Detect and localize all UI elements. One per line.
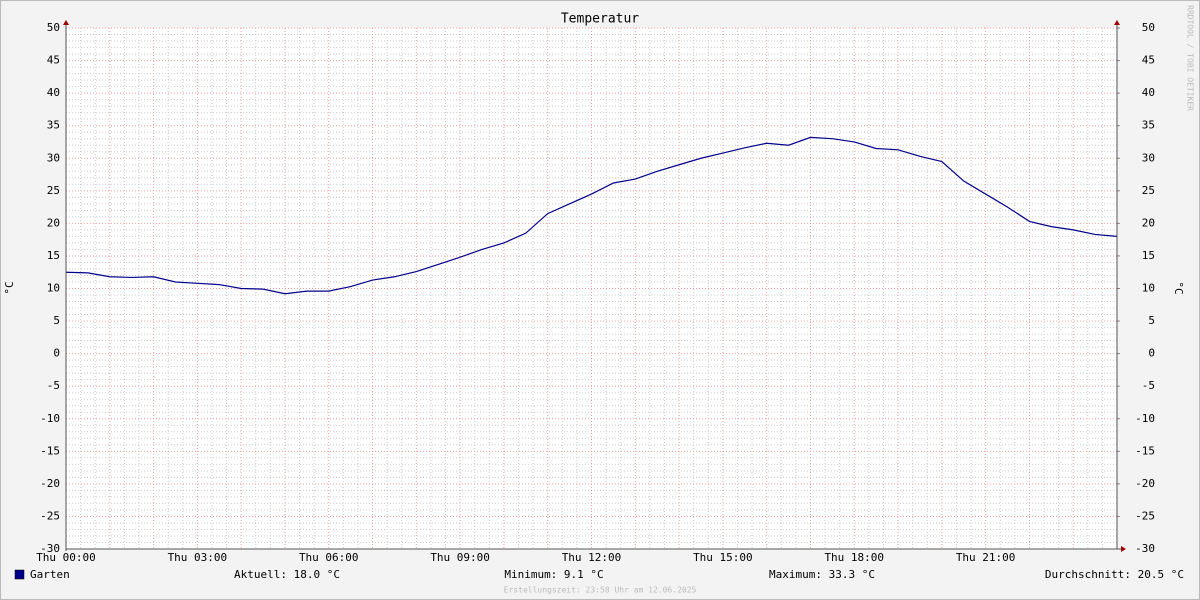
y-tick-label: 50 (47, 21, 60, 34)
x-tick-label: Thu 15:00 (693, 551, 753, 564)
y2-tick-label: -30 (1135, 542, 1155, 555)
y2-axis-label: °C (1172, 281, 1185, 294)
axis-arrow (63, 20, 69, 25)
x-tick-label: Thu 12:00 (562, 551, 622, 564)
y-tick-label: 10 (47, 282, 60, 295)
marks (65, 136, 1118, 295)
y2-tick-label: 45 (1142, 54, 1155, 67)
y2-tick-label: 35 (1142, 119, 1155, 132)
y2-tick-label: 50 (1142, 21, 1155, 34)
y-tick-label: 15 (47, 249, 60, 262)
y2-tick-label: 30 (1142, 151, 1155, 164)
y-tick-label: -15 (40, 444, 60, 457)
y2-tick-label: 25 (1142, 184, 1155, 197)
axis-arrow (1114, 20, 1120, 25)
y2-tick-label: 5 (1148, 314, 1155, 327)
footer: Erstellungszeit: 23:58 Uhr am 12.06.2025 (504, 586, 697, 595)
y2-tick-label: -10 (1135, 412, 1155, 425)
y-tick-label: 30 (47, 151, 60, 164)
y-tick-label: 45 (47, 54, 60, 67)
y-tick-label: -25 (40, 509, 60, 522)
y2-tick-label: -15 (1135, 444, 1155, 457)
chart-title: Temperatur (561, 12, 639, 27)
y2-tick-label: 20 (1142, 216, 1155, 229)
x-tick-label: Thu 06:00 (299, 551, 359, 564)
stat: Aktuell: 18.0 °C (234, 568, 340, 581)
y-tick-label: 40 (47, 86, 60, 99)
y2-tick-label: 40 (1142, 86, 1155, 99)
x-tick-label: Thu 09:00 (430, 551, 490, 564)
x-tick-label: Thu 00:00 (36, 551, 96, 564)
x-tick-label: Thu 18:00 (824, 551, 884, 564)
x-tick-label: Thu 03:00 (168, 551, 228, 564)
x-tick-label: Thu 21:00 (956, 551, 1016, 564)
stat: Durchschnitt: 20.5 °C (1045, 568, 1184, 581)
y-tick-label: -10 (40, 412, 60, 425)
y-tick-label: -5 (47, 379, 60, 392)
y-tick-label: 5 (53, 314, 60, 327)
stat: Maximum: 33.3 °C (769, 568, 875, 581)
legend-swatch (14, 569, 25, 580)
y-tick-label: 35 (47, 119, 60, 132)
y-tick-label: 20 (47, 216, 60, 229)
y2-tick-label: 15 (1142, 249, 1155, 262)
y-tick-label: -30 (40, 542, 60, 555)
axis-arrow (1121, 546, 1126, 552)
legend-entry: Garten (30, 568, 70, 581)
stat: Minimum: 9.1 °C (504, 568, 603, 581)
series-line (65, 136, 1118, 295)
y2-tick-label: -20 (1135, 477, 1155, 490)
y2-tick-label: -5 (1142, 379, 1155, 392)
y-tick-label: 25 (47, 184, 60, 197)
y-axis-label: °C (3, 281, 16, 294)
watermark: RRDTOOL / TOBI OETIKER (1186, 5, 1195, 111)
y-tick-label: -20 (40, 477, 60, 490)
y-tick-label: 0 (53, 347, 60, 360)
y2-tick-label: -25 (1135, 509, 1155, 522)
y2-tick-label: 10 (1142, 282, 1155, 295)
y2-tick-label: 0 (1148, 347, 1155, 360)
